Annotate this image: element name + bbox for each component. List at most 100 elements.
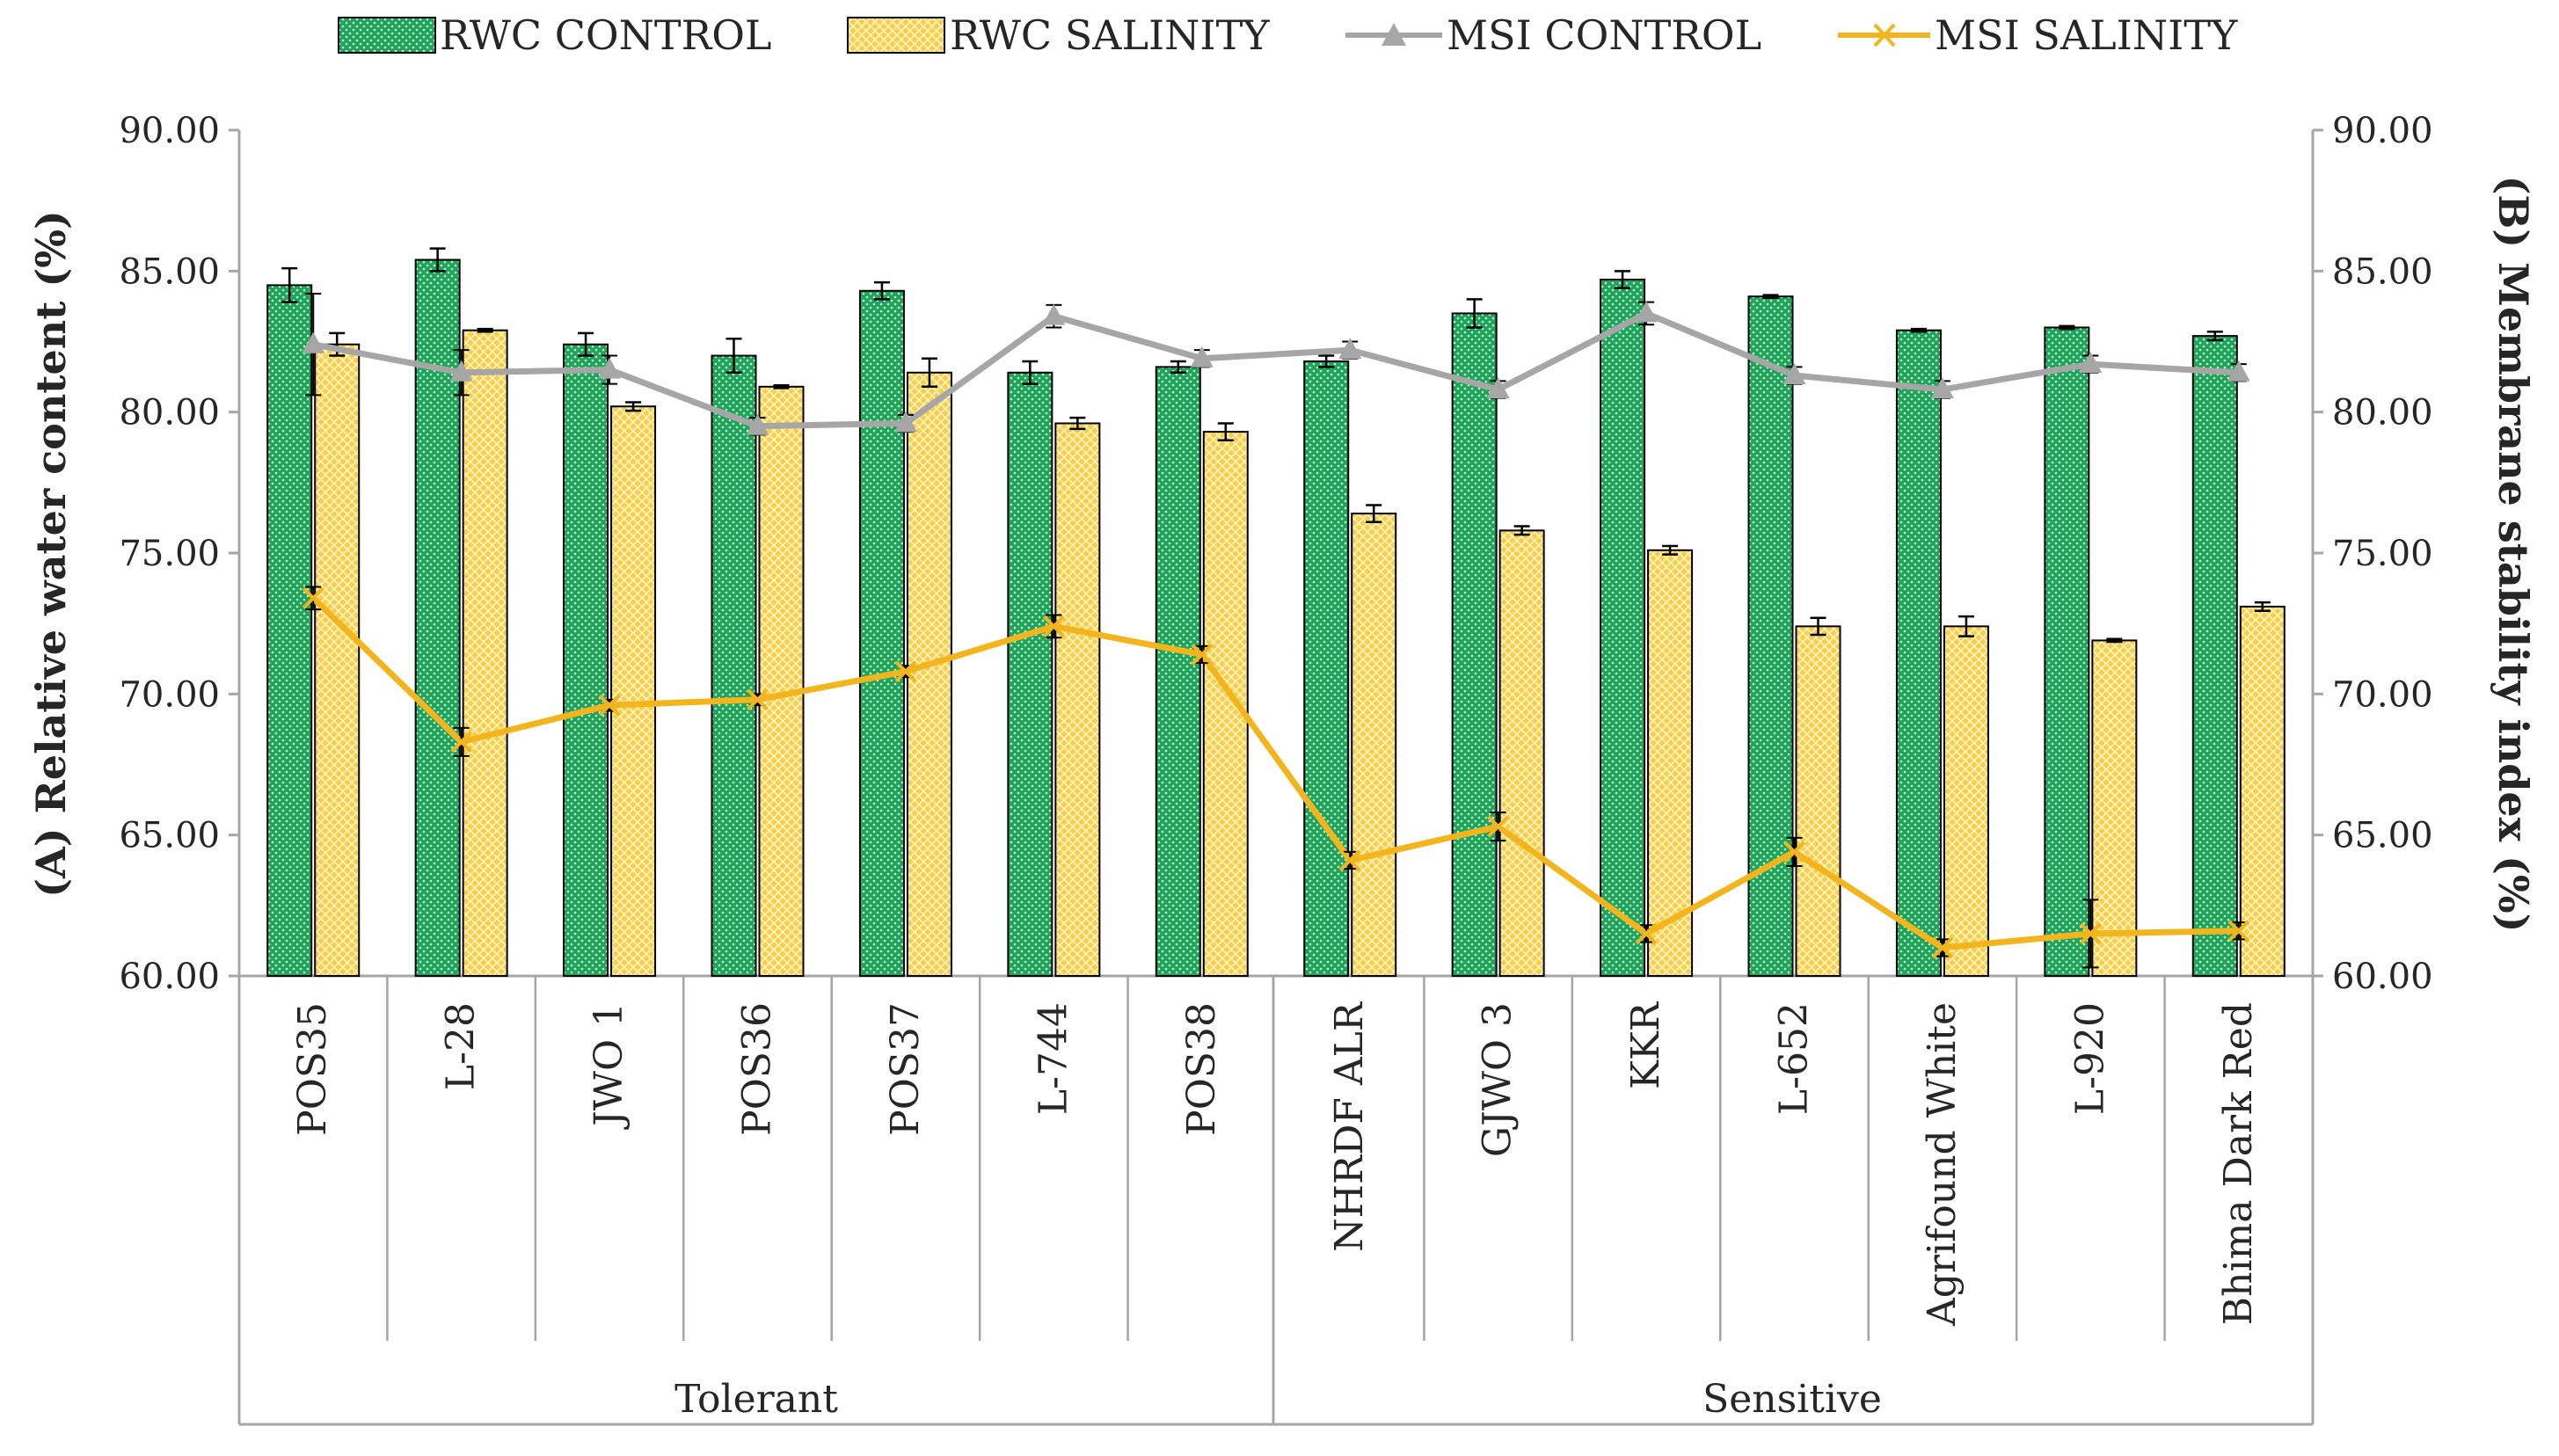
point-msi-control-pos35 — [302, 331, 325, 353]
error-bar-rwc-salinity-l-744 — [1069, 416, 1086, 431]
left-tick-label: 80.00 — [119, 393, 220, 433]
bar-rwc-control-nhrdf-alr — [1303, 360, 1350, 977]
point-msi-salinity-pos38 — [1191, 644, 1214, 666]
error-bar-rwc-salinity-pos36 — [773, 383, 790, 389]
category-label-pos38: POS38 — [1179, 1002, 1224, 1136]
category-label-pos37: POS37 — [883, 1002, 928, 1136]
error-bar-rwc-control-pos38 — [1170, 360, 1186, 375]
point-msi-control-nhrdf-alr — [1338, 338, 1362, 360]
legend-item-rwc-salinity: RWC SALINITY — [847, 11, 1270, 59]
right-tick-label: 90.00 — [2332, 111, 2433, 151]
error-bar-rwc-control-bhima-dark-red — [2206, 331, 2223, 342]
bar-rwc-salinity-l-920 — [2091, 639, 2138, 977]
bar-rwc-salinity-agrifound-white — [1943, 625, 1989, 978]
error-bar-rwc-control-kkr — [1615, 270, 1631, 289]
error-bar-rwc-control-pos35 — [281, 266, 298, 303]
bar-rwc-salinity-l-28 — [462, 329, 508, 977]
right-tick-label: 80.00 — [2332, 393, 2433, 433]
legend-item-rwc-control: RWC CONTROL — [338, 11, 771, 59]
bar-rwc-salinity-kkr — [1647, 549, 1694, 977]
legend-item-msi-salinity: MSI SALINITY — [1838, 11, 2238, 59]
point-msi-salinity-l-28 — [450, 731, 473, 753]
error-bar-rwc-salinity-l-652 — [1810, 616, 1826, 637]
point-msi-control-pos37 — [893, 411, 917, 433]
point-msi-control-agrifound-white — [1930, 377, 1954, 399]
error-bar-rwc-control-l-28 — [429, 247, 446, 273]
error-bar-rwc-control-l-744 — [1022, 360, 1039, 385]
right-tick-label: 85.00 — [2332, 251, 2433, 292]
point-msi-salinity-l-652 — [1783, 841, 1805, 863]
bar-rwc-salinity-l-652 — [1795, 625, 1841, 978]
bar-rwc-control-jwo-1 — [563, 343, 609, 977]
error-bar-rwc-salinity-l-920 — [2106, 637, 2123, 644]
legend-label-rwc-salinity: RWC SALINITY — [950, 11, 1270, 59]
y-axis-title-right: (B) Membrane stability index (%) — [2490, 176, 2537, 933]
point-msi-salinity-pos37 — [894, 660, 917, 683]
left-tick-label: 90.00 — [119, 111, 220, 151]
category-label-pos36: POS36 — [735, 1002, 780, 1136]
bar-rwc-control-pos37 — [858, 289, 905, 977]
bar-rwc-salinity-gjwo-3 — [1498, 529, 1545, 977]
error-bar-rwc-salinity-kkr — [1662, 544, 1679, 556]
point-msi-control-jwo-1 — [598, 357, 622, 379]
bar-rwc-salinity-l-744 — [1054, 422, 1101, 977]
bar-rwc-control-pos36 — [711, 354, 757, 977]
left-tick-label: 60.00 — [119, 957, 220, 997]
point-msi-salinity-jwo-1 — [598, 694, 621, 717]
bar-rwc-salinity-jwo-1 — [610, 405, 657, 977]
error-bar-rwc-salinity-jwo-1 — [625, 401, 642, 412]
category-label-nhrdf-alr: NHRDF ALR — [1327, 1001, 1372, 1252]
bar-rwc-control-bhima-dark-red — [2191, 335, 2238, 977]
right-tick-label: 75.00 — [2332, 534, 2433, 574]
point-msi-salinity-pos36 — [747, 688, 769, 711]
bar-rwc-salinity-bhima-dark-red — [2239, 605, 2286, 978]
category-label-jwo-1: JWO 1 — [587, 1002, 631, 1130]
point-msi-control-bhima-dark-red — [2227, 360, 2250, 382]
point-msi-control-l-28 — [449, 360, 473, 382]
category-label-pos35: POS35 — [290, 1002, 335, 1136]
bar-rwc-control-pos35 — [266, 284, 313, 978]
error-bar-rwc-control-agrifound-white — [1910, 327, 1927, 333]
point-msi-salinity-bhima-dark-red — [2227, 920, 2250, 943]
left-tick-label: 65.00 — [119, 816, 220, 856]
point-msi-control-l-920 — [2079, 352, 2103, 374]
error-bar-rwc-salinity-bhima-dark-red — [2254, 601, 2271, 612]
point-msi-control-l-652 — [1783, 362, 1806, 384]
point-msi-control-pos38 — [1190, 346, 1214, 368]
bar-layer — [266, 247, 2286, 978]
legend-label-rwc-control: RWC CONTROL — [440, 11, 771, 59]
line-msi-salinity — [310, 595, 2239, 951]
bar-rwc-salinity-pos37 — [906, 371, 952, 978]
error-bar-rwc-control-nhrdf-alr — [1318, 354, 1335, 368]
point-msi-control-l-744 — [1042, 303, 1066, 325]
bar-rwc-control-agrifound-white — [1895, 329, 1942, 977]
point-msi-salinity-nhrdf-alr — [1338, 849, 1361, 871]
bar-rwc-control-kkr — [1600, 278, 1646, 978]
bar-rwc-salinity-nhrdf-alr — [1351, 513, 1397, 977]
bar-rwc-salinity-pos35 — [314, 343, 361, 977]
error-bar-rwc-salinity-gjwo-3 — [1513, 525, 1530, 536]
error-bar-rwc-salinity-nhrdf-alr — [1366, 504, 1382, 523]
legend: RWC CONTROL RWC SALINITY MSI CONTROL MSI… — [338, 11, 2238, 59]
bar-rwc-control-l-920 — [2044, 326, 2090, 977]
category-label-agrifound-white: Agrifound White — [1920, 1002, 1965, 1327]
point-msi-salinity-gjwo-3 — [1487, 815, 1510, 838]
error-bar-rwc-salinity-pos38 — [1217, 422, 1234, 441]
error-bar-rwc-control-l-652 — [1762, 294, 1779, 300]
error-bar-rwc-salinity-pos37 — [921, 357, 937, 389]
point-msi-salinity-l-920 — [2079, 922, 2102, 945]
point-msi-control-kkr — [1635, 301, 1659, 323]
legend-label-msi-control: MSI CONTROL — [1447, 11, 1761, 59]
error-bar-rwc-control-gjwo-3 — [1466, 298, 1483, 329]
bar-rwc-control-l-744 — [1007, 371, 1053, 978]
right-tick-label: 60.00 — [2332, 957, 2433, 997]
category-label-l-744: L-744 — [1031, 1002, 1075, 1115]
bar-rwc-control-gjwo-3 — [1451, 312, 1498, 977]
point-msi-salinity-l-744 — [1042, 615, 1065, 637]
legend-label-msi-salinity: MSI SALINITY — [1935, 11, 2238, 59]
category-labels: POS35 L-28 JWO 1 POS36 POS37 L-744 POS38 NHRDF … — [290, 1001, 2261, 1327]
error-bar-rwc-control-pos36 — [725, 338, 742, 375]
category-label-bhima-dark-red: Bhima Dark Red — [2216, 1002, 2261, 1325]
left-tick-label: 70.00 — [119, 674, 220, 715]
